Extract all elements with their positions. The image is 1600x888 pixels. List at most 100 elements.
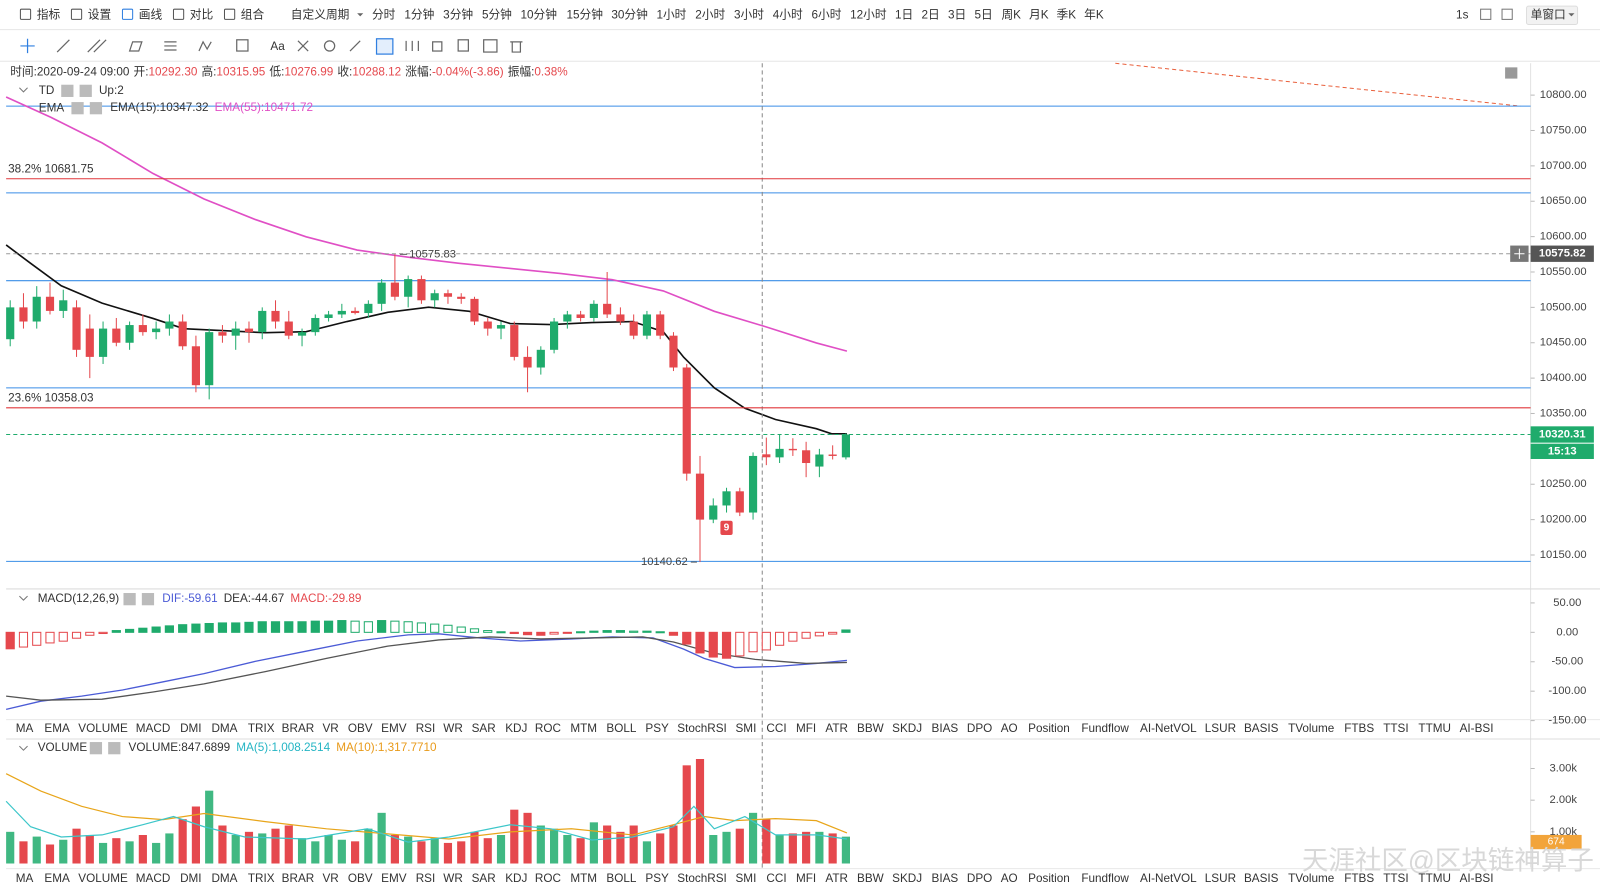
indicator-tab[interactable]: AI-NetVOL xyxy=(1140,722,1197,735)
period-menu[interactable]: 自定义周期 xyxy=(291,7,350,21)
indicator-tab[interactable]: MACD xyxy=(136,872,171,885)
indicator-tab[interactable]: EMV xyxy=(381,722,407,735)
period-tab[interactable]: 5日 xyxy=(975,8,993,21)
indicator-tab[interactable]: MA xyxy=(16,722,34,735)
indicator-tab[interactable]: MACD xyxy=(136,722,171,735)
indicator-tab[interactable]: Position xyxy=(1028,722,1070,735)
period-tab[interactable]: 15分钟 xyxy=(566,7,602,21)
indicator-tab[interactable]: BASIS xyxy=(1244,872,1279,885)
indicator-tab[interactable]: KDJ xyxy=(505,872,527,885)
indicator-tab[interactable]: BIAS xyxy=(932,722,959,735)
indicator-tab[interactable]: OBV xyxy=(348,872,373,885)
indicator-tab[interactable]: MA xyxy=(16,872,34,885)
indicator-tab[interactable]: OBV xyxy=(348,722,373,735)
indicator-tab[interactable]: BBW xyxy=(857,872,885,885)
period-tab[interactable]: 10分钟 xyxy=(521,7,557,21)
indicator-tab[interactable]: TTSI xyxy=(1383,872,1408,885)
indicator-tab[interactable]: VOLUME xyxy=(78,722,128,735)
indicator-tab[interactable]: FTBS xyxy=(1344,872,1374,885)
indicator-tab[interactable]: BRAR xyxy=(282,722,315,735)
indicator-tab[interactable]: BOLL xyxy=(606,722,636,735)
toolbar-button[interactable]: 对比 xyxy=(190,7,214,21)
indicator-tab[interactable]: KDJ xyxy=(505,722,527,735)
period-tab[interactable]: 周K xyxy=(1001,8,1021,21)
period-tab[interactable]: 3分钟 xyxy=(443,7,473,21)
indicator-tab[interactable]: ATR xyxy=(825,722,848,735)
period-tab[interactable]: 3小时 xyxy=(734,8,764,21)
drawing-toolbar[interactable] xyxy=(20,38,523,55)
indicator-tab[interactable]: TTSI xyxy=(1383,722,1408,735)
indicator-tab[interactable]: WR xyxy=(443,872,463,885)
indicator-tab[interactable]: CCI xyxy=(766,722,786,735)
indicator-tab[interactable]: PSY xyxy=(645,722,669,735)
indicator-tab[interactable]: MFI xyxy=(796,722,816,735)
indicator-tab[interactable]: MTM xyxy=(570,722,597,735)
indicator-tab[interactable]: SMI xyxy=(735,872,756,885)
indicator-tab[interactable]: TRIX xyxy=(248,872,275,885)
indicator-tab[interactable]: Position xyxy=(1028,872,1070,885)
indicator-tab[interactable]: WR xyxy=(443,722,463,735)
period-tab[interactable]: 月K xyxy=(1029,8,1049,21)
fullscreen-icon[interactable] xyxy=(1505,67,1518,79)
period-tab[interactable]: 分时 xyxy=(372,8,396,21)
period-tab[interactable]: 2小时 xyxy=(695,8,725,21)
period-tab[interactable]: 3日 xyxy=(948,8,966,21)
period-tab[interactable]: 2日 xyxy=(921,8,939,21)
period-tab[interactable]: 1小时 xyxy=(656,8,686,21)
indicator-tab[interactable]: ROC xyxy=(535,722,562,735)
indicator-tab[interactable]: ROC xyxy=(535,872,562,885)
indicator-tab[interactable]: DPO xyxy=(967,722,992,735)
indicator-tab[interactable]: Fundflow xyxy=(1081,722,1129,735)
indicator-tab[interactable]: BOLL xyxy=(606,872,636,885)
indicator-tab[interactable]: AI-NetVOL xyxy=(1140,872,1197,885)
indicator-tab[interactable]: AI-BSI xyxy=(1460,722,1494,735)
indicator-tab[interactable]: VR xyxy=(322,722,338,735)
period-tab[interactable]: 年K xyxy=(1084,7,1104,21)
window-select[interactable]: 单窗口 xyxy=(1531,7,1566,21)
indicator-tab[interactable]: BRAR xyxy=(282,872,315,885)
indicator-tab[interactable]: DMA xyxy=(211,872,237,885)
indicator-tab[interactable]: TVolume xyxy=(1288,872,1334,885)
indicator-tab[interactable]: RSI xyxy=(416,872,436,885)
indicator-tab[interactable]: SMI xyxy=(735,722,756,735)
indicator-tab[interactable]: BBW xyxy=(857,722,885,735)
period-tab[interactable]: 6小时 xyxy=(812,8,842,21)
indicator-tab[interactable]: TRIX xyxy=(248,722,275,735)
indicator-tab[interactable]: ATR xyxy=(825,872,848,885)
indicator-tab[interactable]: SAR xyxy=(472,722,496,735)
indicator-tab[interactable]: PSY xyxy=(645,872,669,885)
indicator-tab[interactable]: AO xyxy=(1001,722,1018,735)
indicator-tab[interactable]: FTBS xyxy=(1344,722,1374,735)
toolbar-button[interactable]: 组合 xyxy=(241,7,265,21)
indicator-tab[interactable]: TTMU xyxy=(1418,872,1451,885)
toolbar-button[interactable]: 画线 xyxy=(139,7,163,21)
indicator-tab[interactable]: SKDJ xyxy=(892,722,922,735)
indicator-tab[interactable]: EMA xyxy=(44,722,70,735)
period-tab[interactable]: 4小时 xyxy=(773,8,803,21)
indicator-tab[interactable]: AO xyxy=(1001,872,1018,885)
refresh-rate[interactable]: 1s xyxy=(1456,8,1469,21)
indicator-tab[interactable]: Fundflow xyxy=(1081,872,1129,885)
toolbar-button[interactable]: 指标 xyxy=(37,7,61,21)
period-tab[interactable]: 5分钟 xyxy=(482,7,512,21)
indicator-tab[interactable]: DPO xyxy=(967,872,992,885)
indicator-tab[interactable]: DMI xyxy=(180,722,201,735)
indicator-tab[interactable]: SKDJ xyxy=(892,872,922,885)
indicator-tab[interactable]: VR xyxy=(322,872,338,885)
indicator-tab[interactable]: VOLUME xyxy=(78,872,128,885)
indicator-tab[interactable]: BASIS xyxy=(1244,722,1279,735)
indicator-tab[interactable]: MFI xyxy=(796,872,816,885)
period-tab[interactable]: 30分钟 xyxy=(611,7,647,21)
indicator-tab[interactable]: LSUR xyxy=(1205,722,1236,735)
indicator-tab[interactable]: AI-BSI xyxy=(1460,872,1494,885)
indicator-tab[interactable]: StochRSI xyxy=(677,722,727,735)
indicator-tab[interactable]: LSUR xyxy=(1205,872,1236,885)
indicator-tab[interactable]: RSI xyxy=(416,722,436,735)
toolbar-button[interactable]: 设置 xyxy=(88,8,112,21)
indicator-tab[interactable]: DMI xyxy=(180,872,201,885)
indicator-tab[interactable]: EMA xyxy=(44,872,70,885)
indicator-tab[interactable]: BIAS xyxy=(932,872,959,885)
indicator-tab[interactable]: TTMU xyxy=(1418,722,1451,735)
indicator-tab[interactable]: CCI xyxy=(766,872,786,885)
text-tool[interactable]: Aa xyxy=(270,40,285,53)
